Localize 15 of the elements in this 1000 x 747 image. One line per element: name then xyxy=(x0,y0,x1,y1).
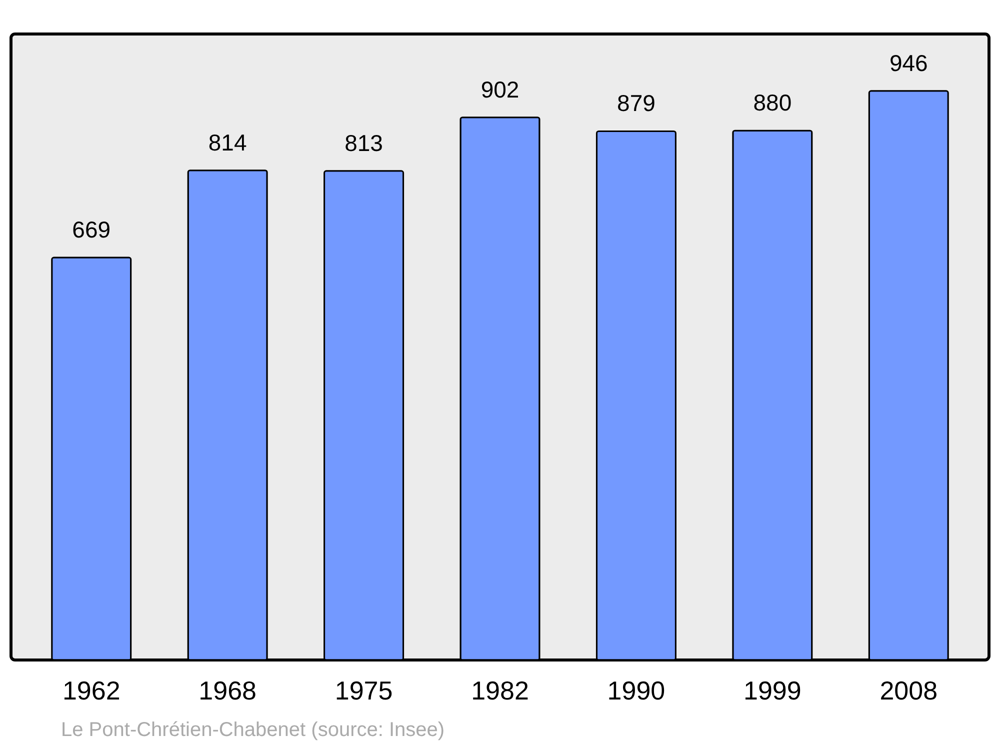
data-label: 813 xyxy=(344,130,383,156)
data-label: 902 xyxy=(480,76,520,102)
data-label: 879 xyxy=(617,90,656,116)
x-tick-label: 1962 xyxy=(62,676,120,706)
data-label: 814 xyxy=(208,129,247,156)
x-tick-label: 1999 xyxy=(744,676,802,706)
x-tick-label: 1990 xyxy=(607,676,666,706)
x-tick-label: 1968 xyxy=(198,676,256,706)
data-label: 946 xyxy=(889,50,928,76)
x-tick-label: 1982 xyxy=(471,676,529,706)
x-tick-label: 1975 xyxy=(334,676,393,706)
data-label: 669 xyxy=(72,216,111,243)
text: Le Pont-Chrétien-Chabenet (source: Insee) xyxy=(61,719,445,741)
x-tick-label: 2008 xyxy=(880,676,938,706)
data-label: 880 xyxy=(753,90,792,116)
